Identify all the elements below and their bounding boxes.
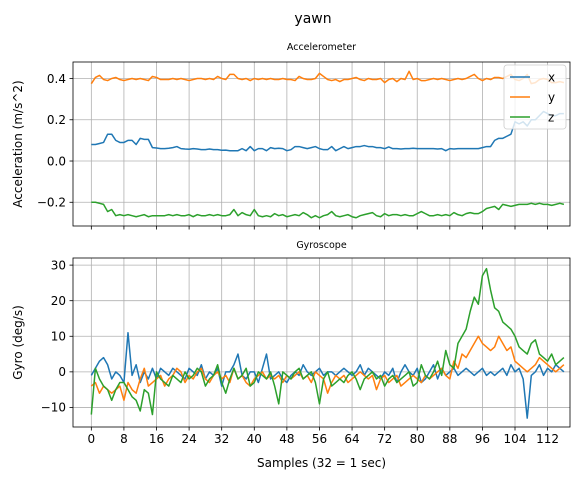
x-tick-label: 32 [214,432,229,446]
y-axis-label: Acceleration (m/s^2) [11,80,25,207]
x-axis-label: Samples (32 = 1 sec) [257,456,386,470]
y-tick-label: −0.2 [37,196,66,210]
legend-box [503,64,567,130]
x-tick-label: 80 [410,432,425,446]
legend-label-y: y [548,91,555,105]
y-tick-label: 10 [51,330,66,344]
axes-frame [72,61,571,227]
x-tick-label: 24 [181,432,196,446]
subplot-title: Gyroscope [296,240,347,251]
y-tick-label: 30 [51,258,66,272]
y-tick-label: 0.2 [47,113,66,127]
x-tick-label: 72 [377,432,392,446]
x-tick-label: 16 [149,432,164,446]
x-tick-label: 64 [344,432,359,446]
legend-label-z: z [548,111,554,125]
y-tick-label: 20 [51,294,66,308]
series-line-z [90,267,565,416]
y-tick-label: 0.4 [47,72,66,86]
series-line-z [91,201,565,219]
x-tick-label: 48 [279,432,294,446]
series-line-y [90,335,565,402]
series-line-x [91,110,564,152]
y-tick-label: 0.0 [47,154,66,168]
y-tick-label: 0 [58,365,66,379]
axes-frame [72,257,571,428]
x-tick-label: 88 [442,432,457,446]
x-tick-label: 112 [536,432,559,446]
x-tick-label: 96 [475,432,490,446]
x-tick-label: 8 [120,432,128,446]
y-tick-label: −10 [41,401,66,415]
series-line-x [90,331,565,419]
x-tick-label: 40 [247,432,262,446]
x-tick-label: 56 [312,432,327,446]
y-axis-label: Gyro (deg/s) [11,305,25,380]
gyroscope-plot: 0 8 16 24 32 40 48 56 64 72 80 88 96 104 112 −10 0 10 20 30… [11,240,571,470]
legend-label-x: x [548,71,555,85]
x-tick-label: 104 [504,432,527,446]
accelerometer-plot: −0.2 0.0 0.2 0.4 Accelerometer Acceleration (… [11,42,571,230]
figure-title: yawn [294,11,331,27]
subplot-title: Accelerometer [287,42,356,53]
x-tick-label: 0 [88,432,96,446]
series-line-y [90,70,565,85]
